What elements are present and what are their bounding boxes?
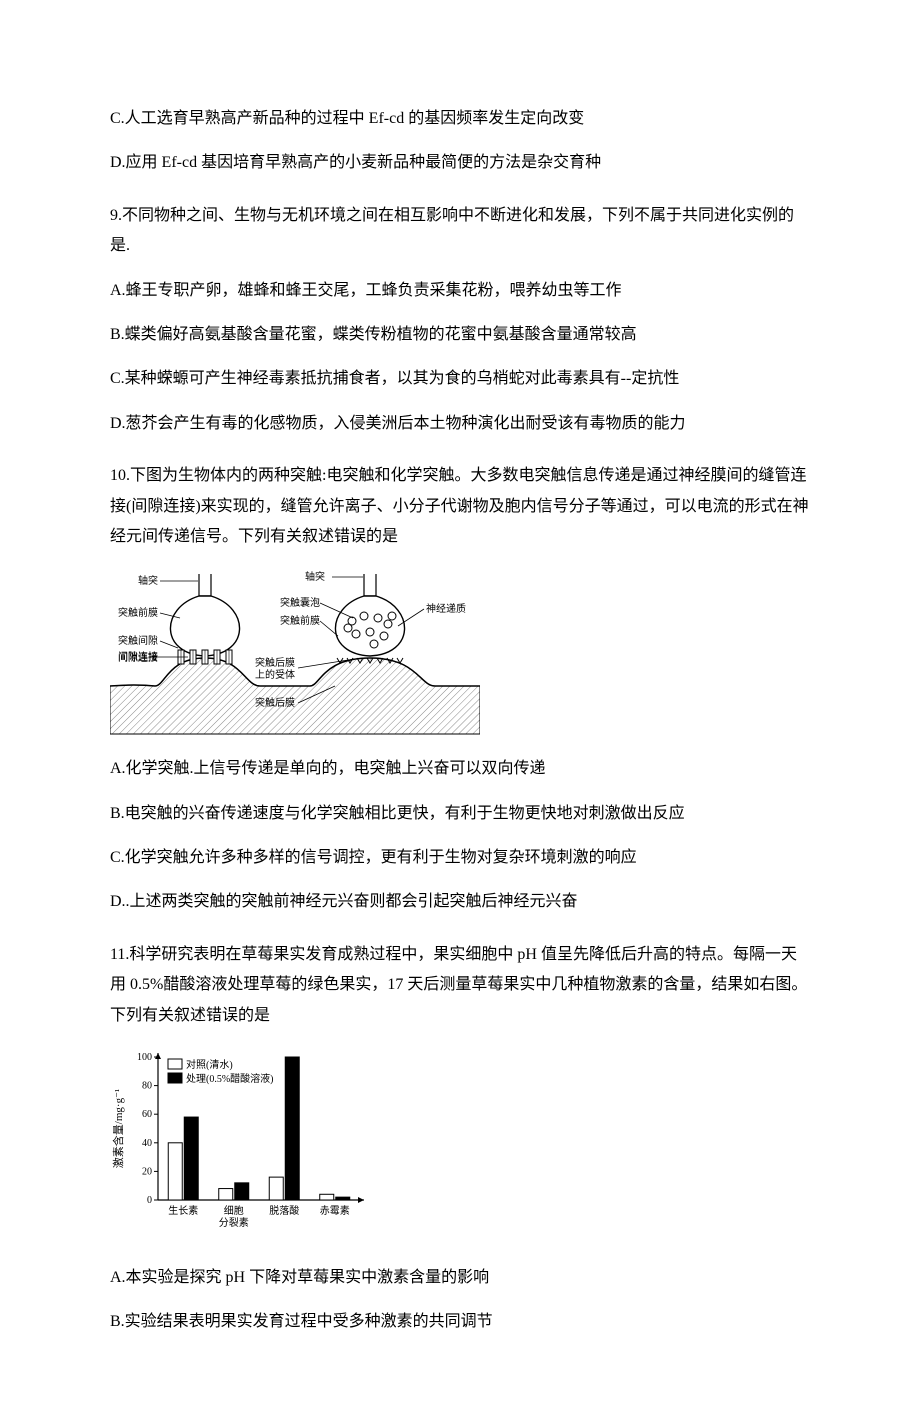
q10-option-a: A.化学突触.上信号传递是单向的，电突触上兴奋可以双向传递 (110, 754, 810, 784)
exam-page: C.人工选育早熟高产新品种的过程中 Ef-cd 的基因频率发生定向改变 D.应用… (0, 0, 920, 1412)
q10-option-c: C.化学突触允许多种多样的信号调控，更有利于生物对复杂环境刺激的响应 (110, 843, 810, 873)
q11-stem: 11.科学研究表明在草莓果实发育成熟过程中，果实细胞中 pH 值呈先降低后升高的… (110, 940, 810, 1031)
svg-text:间隙连接: 间隙连接 (118, 650, 158, 663)
svg-text:赤霉素: 赤霉素 (320, 1204, 350, 1217)
q11-option-a: A.本实验是探究 pH 下降对草莓果实中激素含量的影响 (110, 1263, 810, 1293)
q9-option-d: D.葱芥会产生有毒的化感物质，入侵美洲后本土物种演化出耐受该有毒物质的能力 (110, 409, 810, 439)
svg-text:分裂素: 分裂素 (219, 1216, 249, 1229)
q8-option-d: D.应用 Ef-cd 基因培育早熟高产的小麦新品种最简便的方法是杂交育种 (110, 148, 810, 178)
q11-bar-chart-svg: 激素含量/mg·g⁻¹ 0 20 40 60 80 100 对照(清水)处理(0.5%醋酸溶液… (110, 1045, 370, 1245)
svg-text:神经递质: 神经递质 (426, 602, 466, 615)
q9-option-c: C.某种蝾螈可产生神经毒素抵抗捕食者，以其为食的乌梢蛇对此毒素具有--定抗性 (110, 364, 810, 394)
svg-text:突触后膜: 突触后膜 (255, 696, 295, 709)
q10-stem: 10.下图为生物体内的两种突触:电突触和化学突触。大多数电突触信息传递是通过神经… (110, 461, 810, 552)
svg-text:上的受体: 上的受体 (255, 668, 295, 681)
svg-text:0: 0 (147, 1195, 152, 1206)
svg-text:突触间隙: 突触间隙 (118, 634, 158, 647)
svg-text:40: 40 (142, 1138, 152, 1149)
svg-text:80: 80 (142, 1081, 152, 1092)
svg-text:突触囊泡: 突触囊泡 (280, 596, 320, 609)
svg-text:突触前膜: 突触前膜 (280, 614, 320, 627)
q10-option-b: B.电突触的兴奋传递速度与化学突触相比更快，有利于生物更快地对刺激做出反应 (110, 799, 810, 829)
q10-synapse-diagram-svg: 轴突突触前膜间隙连接间隙连接突触间隙轴突突触囊泡突触前膜神经递质突触后膜上的受体… (110, 566, 480, 736)
q11-figure: 激素含量/mg·g⁻¹ 0 20 40 60 80 100 对照(清水)处理(0.5%醋酸溶液… (110, 1045, 810, 1245)
q11-option-b: B.实验结果表明果实发育过程中受多种激素的共同调节 (110, 1307, 810, 1337)
svg-text:生长素: 生长素 (168, 1204, 198, 1217)
svg-text:60: 60 (142, 1109, 152, 1120)
q10-option-d: D..上述两类突触的突触前神经元兴奋则都会引起突触后神经元兴奋 (110, 887, 810, 917)
svg-text:突触前膜: 突触前膜 (118, 606, 158, 619)
q9-option-b: B.蝶类偏好高氨基酸含量花蜜，蝶类传粉植物的花蜜中氨基酸含量通常较高 (110, 320, 810, 350)
svg-text:轴突: 轴突 (305, 570, 325, 583)
q8-option-c: C.人工选育早熟高产新品种的过程中 Ef-cd 的基因频率发生定向改变 (110, 104, 810, 134)
svg-text:20: 20 (142, 1166, 152, 1177)
svg-text:细胞: 细胞 (224, 1204, 244, 1217)
svg-text:100: 100 (137, 1052, 152, 1063)
svg-text:突触后膜: 突触后膜 (255, 656, 295, 669)
svg-text:对照(清水): 对照(清水) (186, 1058, 233, 1071)
svg-text:激素含量/mg·g⁻¹: 激素含量/mg·g⁻¹ (111, 1089, 125, 1168)
q10-figure: 轴突突触前膜间隙连接间隙连接突触间隙轴突突触囊泡突触前膜神经递质突触后膜上的受体… (110, 566, 810, 736)
svg-text:轴突: 轴突 (138, 574, 158, 587)
svg-text:处理(0.5%醋酸溶液): 处理(0.5%醋酸溶液) (186, 1072, 274, 1085)
q9-stem: 9.不同物种之间、生物与无机环境之间在相互影响中不断进化和发展，下列不属于共同进… (110, 201, 810, 262)
svg-text:脱落酸: 脱落酸 (269, 1204, 299, 1217)
q9-option-a: A.蜂王专职产卵，雄蜂和蜂王交尾，工蜂负责采集花粉，喂养幼虫等工作 (110, 276, 810, 306)
